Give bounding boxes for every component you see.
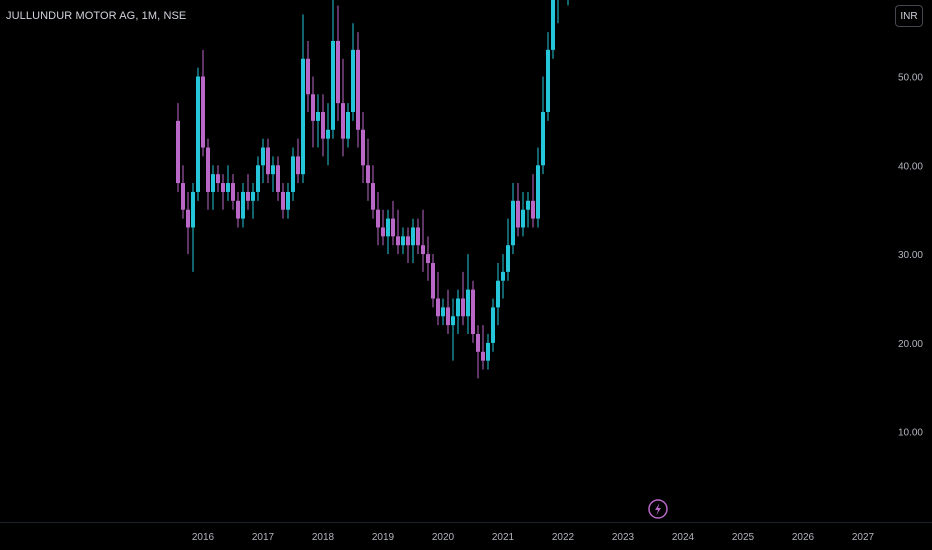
candle-body-32[interactable] xyxy=(336,40,340,104)
x-tick-2: 2018 xyxy=(312,532,335,543)
candle-body-71[interactable] xyxy=(531,200,535,219)
candle-body-59[interactable] xyxy=(471,289,475,335)
y-tick-1: 20.00 xyxy=(898,339,923,350)
y-tick-4: 50.00 xyxy=(898,73,923,84)
x-tick-9: 2025 xyxy=(732,532,755,543)
candle-body-67[interactable] xyxy=(511,200,515,246)
candle-body-8[interactable] xyxy=(216,174,220,184)
candle-body-73[interactable] xyxy=(541,112,545,166)
candle-body-12[interactable] xyxy=(236,200,240,219)
lightning-bolt-icon xyxy=(655,503,661,515)
candle-body-68[interactable] xyxy=(516,200,520,228)
lightning-icon[interactable] xyxy=(648,499,668,519)
candle-body-31[interactable] xyxy=(331,40,335,130)
candle-body-36[interactable] xyxy=(356,49,360,130)
candle-body-18[interactable] xyxy=(266,147,270,175)
candle-body-74[interactable] xyxy=(546,49,550,113)
candle-body-30[interactable] xyxy=(326,129,330,139)
candle-body-75[interactable] xyxy=(551,0,555,50)
candle-body-28[interactable] xyxy=(316,112,320,121)
candle-body-55[interactable] xyxy=(451,316,455,326)
chart-title: JULLUNDUR MOTOR AG, 1M, NSE xyxy=(6,10,187,22)
x-tick-3: 2019 xyxy=(372,532,395,543)
candle-body-33[interactable] xyxy=(341,103,345,139)
candle-body-62[interactable] xyxy=(486,342,490,361)
candle-body-64[interactable] xyxy=(496,280,500,308)
y-tick-0: 10.00 xyxy=(898,428,923,439)
candle-body-21[interactable] xyxy=(281,191,285,210)
x-tick-11: 2027 xyxy=(852,532,875,543)
x-tick-0: 2016 xyxy=(192,532,215,543)
candle-body-20[interactable] xyxy=(276,165,280,192)
currency-button[interactable]: INR xyxy=(895,5,923,27)
candle-body-52[interactable] xyxy=(436,298,440,317)
x-tick-5: 2021 xyxy=(492,532,515,543)
candle-body-47[interactable] xyxy=(411,227,415,246)
candle-body-48[interactable] xyxy=(416,227,420,246)
candle-body-34[interactable] xyxy=(346,112,350,139)
candle-body-72[interactable] xyxy=(536,165,540,219)
candle-body-49[interactable] xyxy=(421,245,425,255)
candle-body-45[interactable] xyxy=(401,236,405,246)
candle-body-39[interactable] xyxy=(371,183,375,210)
candle-body-27[interactable] xyxy=(311,94,315,121)
candle-body-29[interactable] xyxy=(321,112,325,139)
candle-body-65[interactable] xyxy=(501,271,505,281)
candle-body-5[interactable] xyxy=(201,76,205,148)
candle-body-0[interactable] xyxy=(176,120,180,184)
candle-body-60[interactable] xyxy=(476,334,480,352)
candle-body-6[interactable] xyxy=(206,147,210,192)
candle-body-1[interactable] xyxy=(181,183,185,210)
candle-body-43[interactable] xyxy=(391,218,395,237)
candle-body-58[interactable] xyxy=(466,289,470,317)
candle-body-11[interactable] xyxy=(231,183,235,201)
y-tick-2: 30.00 xyxy=(898,250,923,261)
candle-body-25[interactable] xyxy=(301,58,305,175)
candle-body-40[interactable] xyxy=(376,209,380,228)
candle-body-13[interactable] xyxy=(241,191,245,219)
candle-body-61[interactable] xyxy=(481,351,485,361)
y-tick-3: 40.00 xyxy=(898,161,923,172)
candle-body-35[interactable] xyxy=(351,49,355,113)
candle-body-19[interactable] xyxy=(271,165,275,175)
candle-body-7[interactable] xyxy=(211,174,215,192)
candle-body-50[interactable] xyxy=(426,254,430,263)
x-tick-1: 2017 xyxy=(252,532,275,543)
candle-body-54[interactable] xyxy=(446,307,450,326)
candle-body-56[interactable] xyxy=(456,298,460,317)
candle-body-14[interactable] xyxy=(246,191,250,201)
candle-body-69[interactable] xyxy=(521,209,525,228)
candle-body-57[interactable] xyxy=(461,298,465,317)
x-tick-6: 2022 xyxy=(552,532,575,543)
candle-body-23[interactable] xyxy=(291,156,295,192)
candle-body-37[interactable] xyxy=(361,129,365,166)
candle-body-44[interactable] xyxy=(396,236,400,246)
candle-body-46[interactable] xyxy=(406,236,410,246)
candle-body-10[interactable] xyxy=(226,183,230,192)
candle-body-42[interactable] xyxy=(386,218,390,237)
candle-body-51[interactable] xyxy=(431,262,435,299)
x-tick-8: 2024 xyxy=(672,532,695,543)
candle-body-63[interactable] xyxy=(491,307,495,343)
x-tick-4: 2020 xyxy=(432,532,455,543)
candle-body-9[interactable] xyxy=(221,183,225,192)
candle-body-17[interactable] xyxy=(261,147,265,166)
candle-body-70[interactable] xyxy=(526,200,530,210)
candle-body-3[interactable] xyxy=(191,191,195,228)
x-tick-7: 2023 xyxy=(612,532,635,543)
candle-body-15[interactable] xyxy=(251,191,255,201)
candle-body-4[interactable] xyxy=(196,76,200,192)
candle-body-26[interactable] xyxy=(306,58,310,95)
candle-body-2[interactable] xyxy=(186,209,190,228)
candle-body-38[interactable] xyxy=(366,165,370,184)
candle-body-24[interactable] xyxy=(296,156,300,175)
candle-body-22[interactable] xyxy=(286,191,290,210)
candle-body-66[interactable] xyxy=(506,245,510,272)
candle-body-16[interactable] xyxy=(256,165,260,192)
candle-body-53[interactable] xyxy=(441,307,445,317)
candle-body-41[interactable] xyxy=(381,227,385,237)
x-tick-10: 2026 xyxy=(792,532,815,543)
